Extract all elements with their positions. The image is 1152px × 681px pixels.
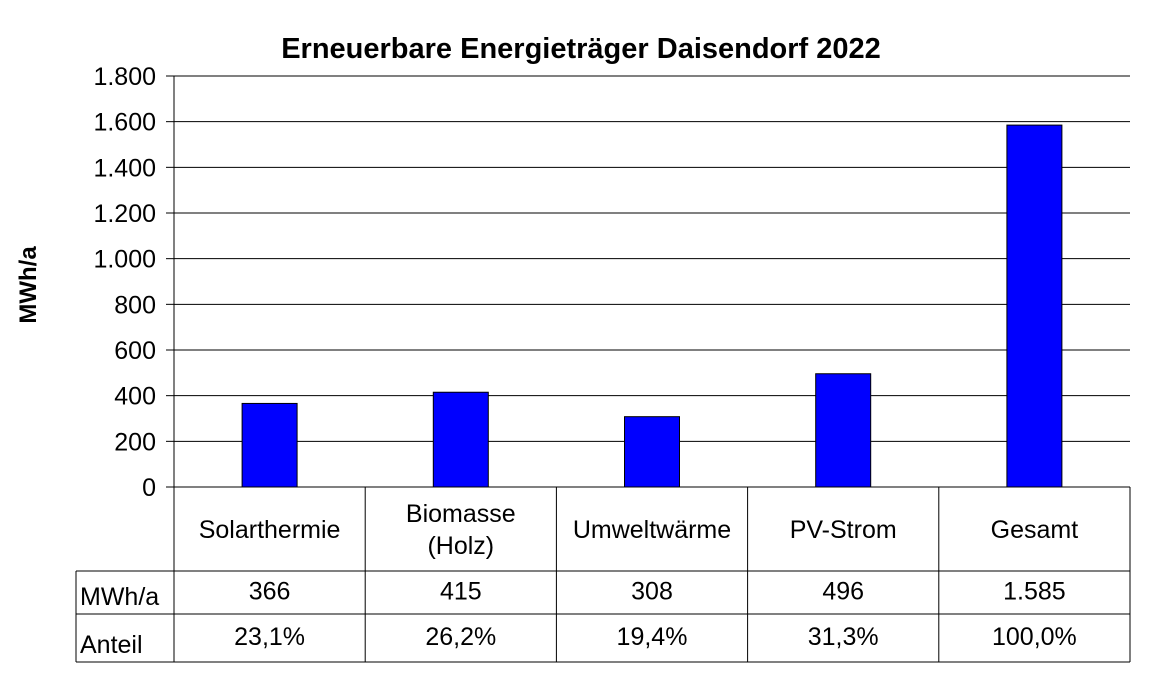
y-tick-label: 800 (114, 291, 156, 319)
bar (1006, 124, 1063, 488)
table-cell: 308 (631, 578, 673, 606)
bar (815, 373, 872, 488)
table-cell: 23,1% (234, 623, 305, 651)
category-label: Gesamt (991, 516, 1079, 544)
y-tick-label: 1.800 (93, 63, 156, 91)
y-tick-label: 200 (114, 428, 156, 456)
y-tick-label: 400 (114, 383, 156, 411)
category-label: PV-Strom (790, 516, 897, 544)
table-cell: 19,4% (617, 623, 688, 651)
y-tick-label: 1.200 (93, 200, 156, 228)
chart-title: Erneuerbare Energieträger Daisendorf 202… (281, 33, 881, 65)
table-cell: 496 (822, 578, 864, 606)
category-label: Umweltwärme (573, 516, 731, 544)
category-label: Biomasse (406, 500, 516, 528)
table-cell: 366 (249, 578, 291, 606)
table-cell: 415 (440, 578, 482, 606)
bar (241, 402, 298, 488)
bar (432, 391, 489, 488)
gridlines (166, 75, 1130, 488)
y-tick-label: 1.400 (93, 154, 156, 182)
y-tick-labels: 0 200 400 600 800 1.000 1.200 1.400 1.600 1.800 (93, 63, 156, 502)
table-row-label: Anteil (80, 631, 143, 659)
table-cell: 100,0% (992, 623, 1077, 651)
table-cell: 1.585 (1003, 578, 1066, 606)
bars (241, 124, 1063, 488)
y-tick-label: 1.600 (93, 109, 156, 137)
table-cell: 31,3% (808, 623, 879, 651)
y-tick-label: 0 (142, 474, 156, 502)
data-table: Solarthermie Biomasse (Holz) Umweltwärme PV-… (75, 486, 1131, 663)
y-tick-label: 600 (114, 337, 156, 365)
category-label: (Holz) (427, 532, 494, 560)
y-axis-label: MWh/a (15, 246, 42, 324)
bar (624, 416, 680, 488)
category-label: Solarthermie (199, 516, 341, 544)
table-row-label: MWh/a (80, 583, 159, 611)
y-tick-label: 1.000 (93, 246, 156, 274)
table-cell: 26,2% (425, 623, 496, 651)
